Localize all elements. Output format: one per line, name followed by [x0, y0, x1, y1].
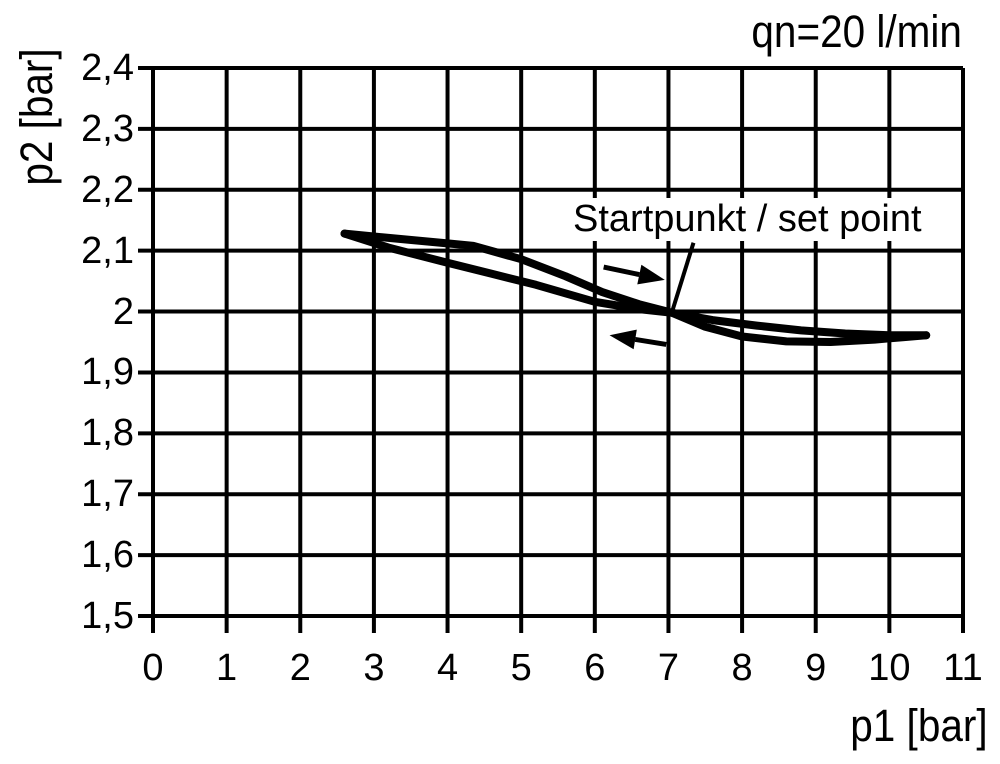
x-tick-label: 9 [805, 647, 827, 689]
x-tick-label: 0 [142, 647, 164, 689]
y-tick-label: 2,3 [81, 107, 134, 150]
y-tick-label: 2,4 [81, 47, 134, 89]
y-tick-label: 2,1 [81, 229, 134, 272]
increasing-direction-arrow-shaft [603, 264, 640, 278]
y-tick-label: 1,7 [81, 473, 134, 516]
curve-branch-steep-then-flat [340, 229, 931, 340]
x-tick-label: 8 [731, 647, 753, 689]
x-tick-label: 6 [584, 647, 606, 689]
y-tick-label: 2 [112, 290, 134, 333]
y-tick-label: 1,9 [81, 351, 134, 394]
x-tick-label: 3 [363, 647, 385, 689]
flow-condition-label: qn=20 l/min [751, 6, 962, 57]
y-tick-label: 2,2 [81, 168, 134, 211]
decreasing-direction-arrow-shaft [634, 336, 667, 347]
set-point-annotation: Startpunkt / set point [568, 198, 927, 241]
x-tick-label: 2 [289, 647, 311, 689]
set-point-leader-line [670, 242, 696, 313]
y-tick-label: 1,5 [81, 595, 134, 637]
x-tick-label: 4 [436, 647, 459, 689]
y-tick-label: 1,6 [81, 534, 134, 577]
y-tick-label: 1,8 [81, 412, 134, 455]
decreasing-direction-arrow-head [609, 329, 637, 350]
x-tick-label: 5 [510, 647, 532, 689]
x-tick-label: 10 [868, 647, 911, 689]
x-tick-label: 11 [943, 647, 983, 689]
x-tick-label: 7 [657, 647, 680, 689]
x-axis-title: p1 [bar] [850, 700, 988, 751]
increasing-direction-arrow-head [637, 264, 665, 285]
x-tick-label: 1 [216, 647, 238, 689]
